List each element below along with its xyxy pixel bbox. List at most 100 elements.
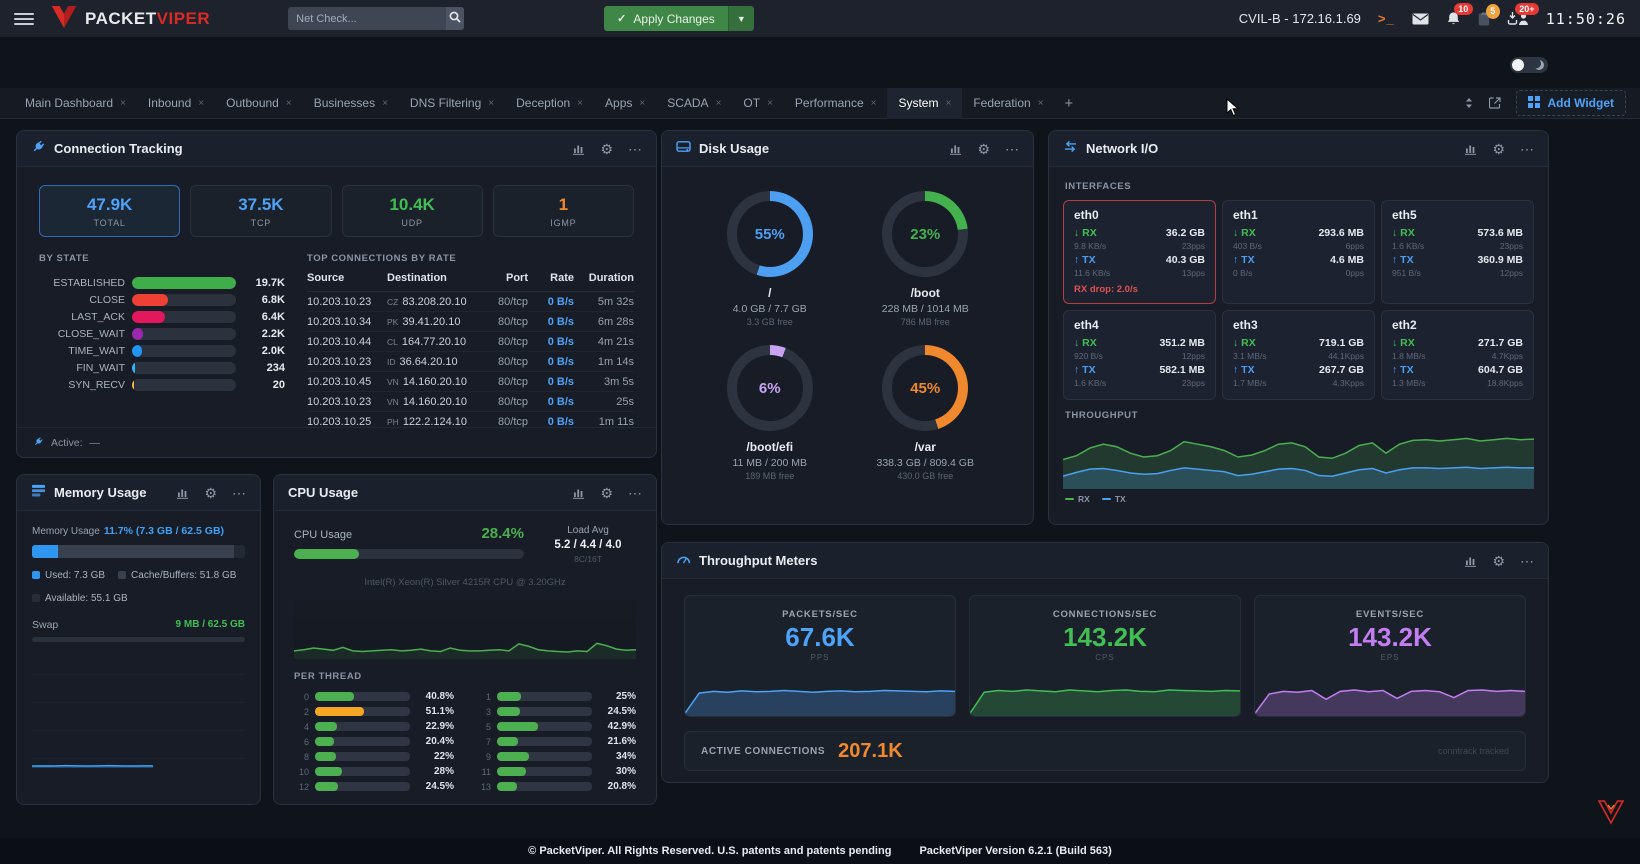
settings-gear-icon[interactable]: ⚙ <box>600 140 613 157</box>
chart-view-icon[interactable] <box>1464 555 1477 567</box>
reorder-tabs-icon[interactable] <box>1464 97 1474 109</box>
search-input[interactable] <box>288 7 447 30</box>
tab-label: Federation <box>973 96 1031 110</box>
connection-stat-card[interactable]: 37.5K TCP <box>190 185 332 237</box>
rx-rate: 1.8 MB/s <box>1392 351 1426 361</box>
tab-close-icon[interactable]: × <box>382 97 388 109</box>
export-dashboard-icon[interactable] <box>1489 97 1502 109</box>
core-count: 8C/16T <box>574 554 602 564</box>
tx-pps: 13pps <box>1181 268 1205 278</box>
tx-pps: 0pps <box>1345 268 1364 278</box>
apply-changes-dropdown[interactable]: ▼ <box>727 6 754 31</box>
tab-close-icon[interactable]: × <box>577 97 584 109</box>
tab-close-icon[interactable]: × <box>488 97 495 109</box>
dashboard-tab[interactable]: Apps × <box>594 88 656 119</box>
thread-bar <box>497 692 592 701</box>
thread-percent: 51.1% <box>425 706 454 717</box>
theme-toggle[interactable] <box>1510 57 1548 73</box>
settings-gear-icon[interactable]: ⚙ <box>977 140 990 157</box>
dashboard-tab[interactable]: Main Dashboard × <box>14 88 137 119</box>
more-options-icon[interactable]: ⋯ <box>628 484 642 501</box>
dashboard-tab[interactable]: DNS Filtering × <box>399 88 505 119</box>
dashboard-tab[interactable]: OT × <box>732 88 784 119</box>
widget-title: Connection Tracking <box>54 141 183 156</box>
cpu-usage-value: 28.4% <box>481 525 524 542</box>
more-options-icon[interactable]: ⋯ <box>232 484 246 501</box>
chart-view-icon[interactable] <box>572 487 585 499</box>
tx-label: ↑ TX <box>1074 254 1096 266</box>
tab-close-icon[interactable]: × <box>1037 97 1044 109</box>
interface-name: eth4 <box>1074 318 1099 332</box>
terminal-icon[interactable]: >_ <box>1377 11 1395 26</box>
more-options-icon[interactable]: ⋯ <box>1520 552 1534 569</box>
dashboard-tab[interactable]: Performance × <box>784 88 888 119</box>
notifications-bell-icon[interactable]: 10 <box>1446 3 1473 26</box>
settings-gear-icon[interactable]: ⚙ <box>1492 140 1505 157</box>
connection-stat-card[interactable]: 10.4K UDP <box>341 185 483 237</box>
tab-close-icon[interactable]: × <box>715 97 722 109</box>
dashboard-tab[interactable]: SCADA × <box>656 88 732 119</box>
thread-bar <box>315 737 410 746</box>
throughput-heading: THROUGHPUT <box>1065 410 1139 421</box>
more-options-icon[interactable]: ⋯ <box>1005 140 1019 157</box>
up-arrow-icon: ↑ <box>1392 254 1398 266</box>
chart-view-icon[interactable] <box>572 143 585 155</box>
interface-card: eth5 ↓ RX 573.6 MB 1.6 KB/s 23pps ↑ TX 360.… <box>1381 200 1534 304</box>
mail-icon[interactable] <box>1412 13 1429 25</box>
tx-total: 267.7 GB <box>1319 364 1364 376</box>
more-options-icon[interactable]: ⋯ <box>1520 140 1534 157</box>
state-label: LAST_ACK <box>71 310 125 323</box>
more-options-icon[interactable]: ⋯ <box>628 140 642 157</box>
downloads-users-icon[interactable]: 20+ <box>1507 3 1540 26</box>
dashboard-tab[interactable]: Outbound × <box>215 88 303 119</box>
meter-card: CONNECTIONS/SEC 143.2K CPS <box>969 595 1241 717</box>
state-bar <box>132 276 236 289</box>
tab-close-icon[interactable]: × <box>870 97 877 109</box>
active-connections-row: ACTIVE CONNECTIONS 207.1K conntrack trac… <box>684 731 1526 771</box>
connection-stats: 47.9K TOTAL 37.5K TCP 10.4K UDP 1 IGMP <box>17 167 656 237</box>
tab-close-icon[interactable]: × <box>120 97 126 109</box>
state-value: 234 <box>266 361 285 374</box>
add-tab-button[interactable]: + <box>1064 94 1074 112</box>
state-row: SYN_RECV 20 <box>39 376 285 393</box>
settings-gear-icon[interactable]: ⚙ <box>1492 552 1505 569</box>
thread-id: 4 <box>303 721 309 732</box>
notifications-badge: 10 <box>1453 3 1473 15</box>
net-check-search <box>288 7 465 30</box>
settings-gear-icon[interactable]: ⚙ <box>204 484 217 501</box>
apply-changes-button[interactable]: ✓ Apply Changes <box>604 6 728 31</box>
tab-close-icon[interactable]: × <box>945 97 952 109</box>
dashboard-tab[interactable]: Inbound × <box>137 88 215 119</box>
cpu-usage-bar <box>294 549 524 559</box>
tab-close-icon[interactable]: × <box>639 97 646 109</box>
search-button[interactable] <box>446 7 465 30</box>
thread-id: 3 <box>485 706 491 717</box>
tab-close-icon[interactable]: × <box>198 97 205 109</box>
settings-gear-icon[interactable]: ⚙ <box>600 484 613 501</box>
stat-value: 47.9K <box>86 194 133 214</box>
connection-stat-card[interactable]: 47.9K TOTAL <box>39 185 181 237</box>
chart-view-icon[interactable] <box>176 487 189 499</box>
dashboard-tab[interactable]: System × <box>887 87 963 119</box>
up-arrow-icon: ↑ <box>1074 254 1080 266</box>
disk-donut: 45% <box>882 345 969 431</box>
source-ip: 10.203.10.45 <box>307 375 372 388</box>
disk-percent: 23% <box>910 225 941 243</box>
stat-label: TOTAL <box>93 217 126 228</box>
menu-icon[interactable] <box>14 12 34 25</box>
state-bar <box>132 344 236 357</box>
tab-close-icon[interactable]: × <box>285 97 292 109</box>
interface-card: eth0 ↓ RX 36.2 GB 9.8 KB/s 23pps ↑ TX 40.3 … <box>1063 200 1216 304</box>
chart-view-icon[interactable] <box>949 143 962 155</box>
port-cell: 80/tcp <box>498 416 528 428</box>
chart-view-icon[interactable] <box>1464 143 1477 155</box>
add-widget-button[interactable]: Add Widget <box>1516 90 1626 116</box>
tab-close-icon[interactable]: × <box>767 97 773 109</box>
tasks-clipboard-icon[interactable]: 5 <box>1478 3 1500 26</box>
connection-stat-card[interactable]: 1 IGMP <box>492 185 634 237</box>
dashboard-tab[interactable]: Deception × <box>505 88 594 119</box>
rx-rate: 9.8 KB/s <box>1074 241 1107 251</box>
disk-mount: 6% /boot/efi 11 MB / 200 MB 189 MB free <box>726 345 813 481</box>
dashboard-tab[interactable]: Businesses × <box>303 88 399 119</box>
dashboard-tab[interactable]: Federation × <box>962 88 1054 119</box>
